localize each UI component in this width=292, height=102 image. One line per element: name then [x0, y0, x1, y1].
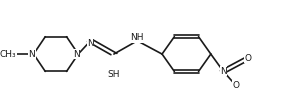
Text: N: N	[73, 50, 80, 59]
Text: CH₃: CH₃	[0, 50, 16, 59]
Text: O: O	[232, 81, 239, 90]
Text: N: N	[87, 39, 94, 48]
Text: SH: SH	[108, 70, 120, 79]
Text: N: N	[220, 67, 227, 76]
Text: N: N	[29, 50, 35, 59]
Text: O: O	[245, 54, 252, 63]
Text: NH: NH	[131, 33, 144, 42]
